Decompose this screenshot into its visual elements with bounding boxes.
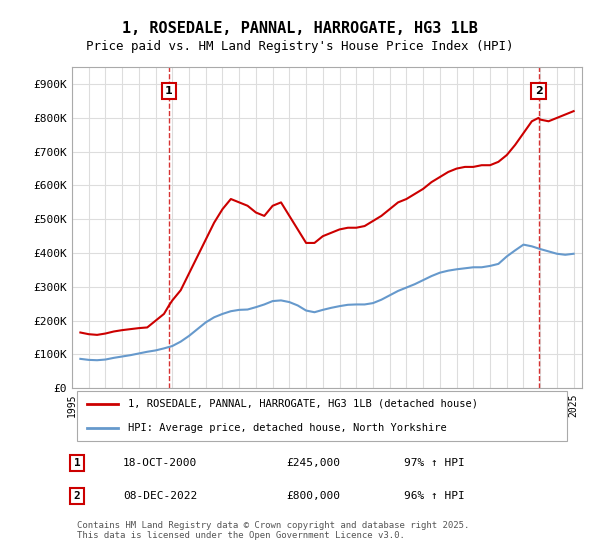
Text: 2: 2 [74, 491, 80, 501]
Text: 97% ↑ HPI: 97% ↑ HPI [404, 458, 464, 468]
Text: 1, ROSEDALE, PANNAL, HARROGATE, HG3 1LB: 1, ROSEDALE, PANNAL, HARROGATE, HG3 1LB [122, 21, 478, 36]
Text: 1, ROSEDALE, PANNAL, HARROGATE, HG3 1LB (detached house): 1, ROSEDALE, PANNAL, HARROGATE, HG3 1LB … [128, 399, 478, 409]
Text: 2: 2 [535, 86, 542, 96]
Text: Contains HM Land Registry data © Crown copyright and database right 2025.
This d: Contains HM Land Registry data © Crown c… [77, 521, 469, 540]
Text: HPI: Average price, detached house, North Yorkshire: HPI: Average price, detached house, Nort… [128, 423, 447, 433]
Text: 96% ↑ HPI: 96% ↑ HPI [404, 491, 464, 501]
Text: 08-DEC-2022: 08-DEC-2022 [123, 491, 197, 501]
Text: £800,000: £800,000 [286, 491, 340, 501]
Text: 1: 1 [165, 86, 173, 96]
Text: 1: 1 [74, 458, 80, 468]
Text: Price paid vs. HM Land Registry's House Price Index (HPI): Price paid vs. HM Land Registry's House … [86, 40, 514, 53]
FancyBboxPatch shape [77, 391, 567, 441]
Text: 18-OCT-2000: 18-OCT-2000 [123, 458, 197, 468]
Text: £245,000: £245,000 [286, 458, 340, 468]
